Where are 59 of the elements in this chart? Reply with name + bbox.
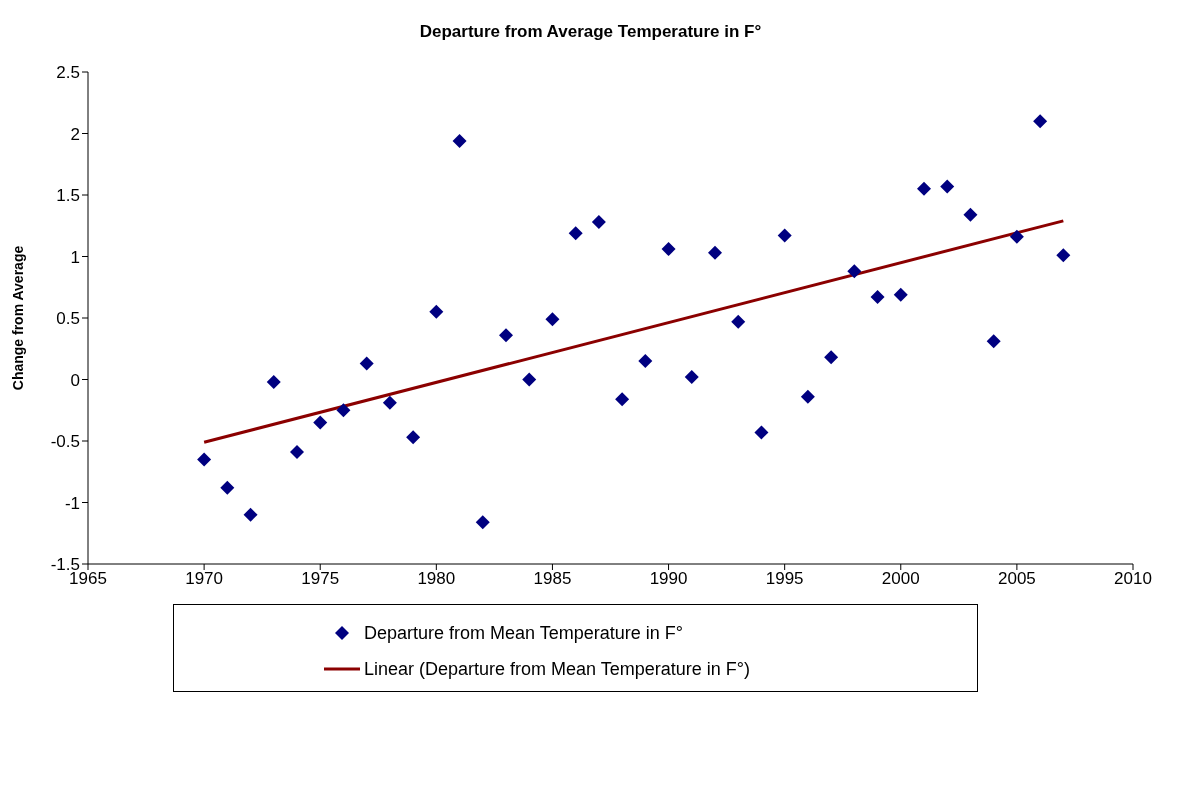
x-tick-label: 1990 <box>649 569 688 589</box>
x-tick-label: 1980 <box>417 569 456 589</box>
point <box>382 395 397 410</box>
y-tick-label: 1.5 <box>56 186 80 206</box>
x-tick-label: 1975 <box>301 569 340 589</box>
point <box>336 403 351 418</box>
y-axis-title: Change from Average <box>9 245 26 391</box>
point <box>870 290 885 305</box>
legend-label: Departure from Mean Temperature in F° <box>364 622 683 644</box>
point <box>615 392 630 407</box>
point <box>545 312 560 327</box>
point <box>197 452 212 467</box>
point <box>522 372 537 387</box>
point <box>661 242 676 257</box>
point <box>824 350 839 365</box>
y-tick-label: 1 <box>70 247 80 267</box>
point <box>1056 248 1071 263</box>
x-tick-label: 2000 <box>881 569 920 589</box>
point <box>220 480 235 495</box>
point <box>359 356 374 371</box>
point <box>499 328 513 343</box>
point <box>243 507 258 522</box>
y-tick-label: -1 <box>64 493 80 513</box>
point <box>1009 229 1024 244</box>
point <box>940 179 955 194</box>
point <box>847 264 862 279</box>
point <box>313 415 328 430</box>
y-tick-label: -0.5 <box>50 432 80 452</box>
point <box>917 181 931 196</box>
y-tick-label: 2.5 <box>56 63 80 83</box>
point <box>475 515 490 530</box>
point <box>800 389 815 404</box>
x-tick-label: 1995 <box>765 569 804 589</box>
point <box>1033 114 1048 129</box>
point <box>754 425 769 440</box>
point <box>684 370 699 385</box>
point <box>591 215 606 230</box>
y-tick-label: 0 <box>70 370 80 390</box>
point <box>893 287 908 302</box>
point <box>708 245 722 260</box>
point <box>963 207 978 222</box>
point <box>731 314 746 329</box>
chart-title: Departure from Average Temperature in F° <box>418 21 763 43</box>
x-tick-label: 2005 <box>997 569 1036 589</box>
legend-label: Linear (Departure from Mean Temperature in F°) <box>364 658 751 680</box>
x-tick-label: 1970 <box>185 569 224 589</box>
point <box>986 334 1001 349</box>
point <box>290 445 304 460</box>
y-tick-label: 2 <box>70 124 80 144</box>
y-tick-label: 0.5 <box>56 309 80 329</box>
x-tick-label: 2010 <box>1114 569 1152 589</box>
point <box>568 226 583 241</box>
point <box>638 354 653 369</box>
point <box>777 228 792 243</box>
point <box>452 133 467 148</box>
point <box>406 430 421 445</box>
point <box>429 304 444 319</box>
x-tick-label: 1985 <box>533 569 572 589</box>
point <box>266 374 281 389</box>
